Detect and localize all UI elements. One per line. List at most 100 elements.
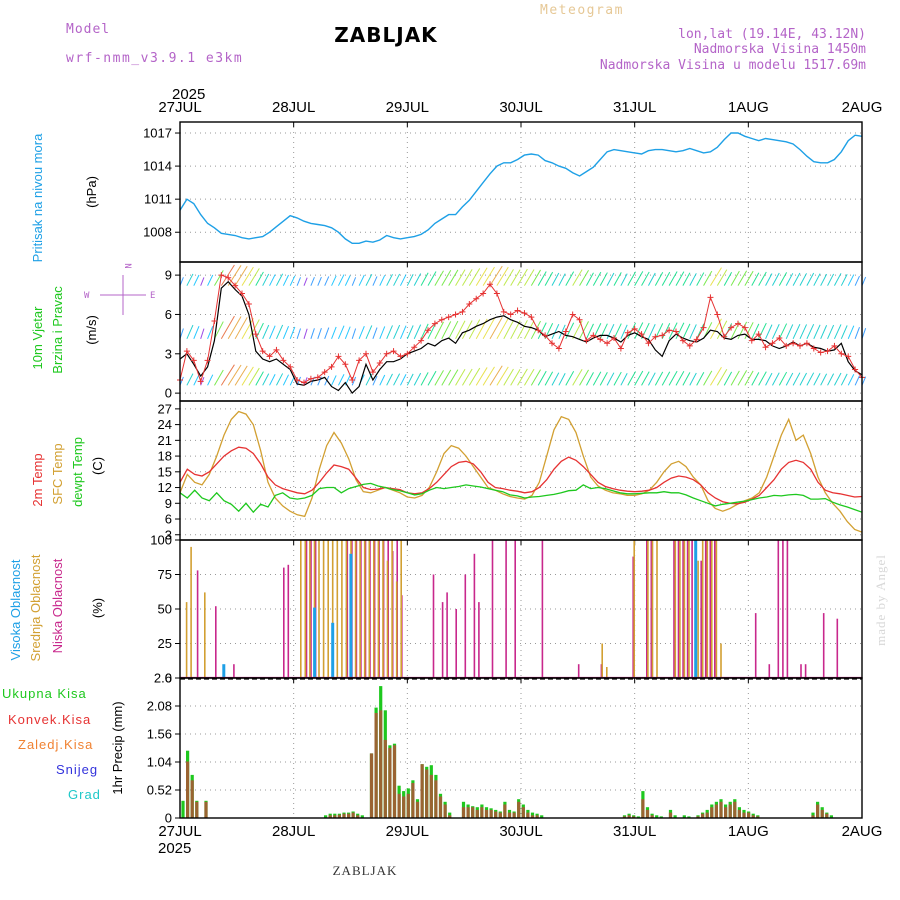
- wind-arrow: [661, 323, 671, 340]
- precip-conv-bar: [475, 809, 479, 818]
- wind-arrow: [427, 271, 437, 286]
- wind-gust-marker: [438, 316, 445, 323]
- y-tick-label: 24: [158, 417, 172, 432]
- precip-conv-bar: [820, 809, 824, 818]
- wind-arrow: [661, 371, 671, 386]
- wind-arrow: [827, 373, 835, 386]
- wind-arrow: [496, 366, 509, 386]
- wind-arrow: [489, 265, 503, 286]
- cloud-bar: [341, 540, 343, 678]
- wind-gust-marker: [507, 311, 514, 318]
- wind-arrow: [551, 272, 560, 286]
- wind-arrow: [441, 269, 452, 286]
- cloud-bar: [300, 540, 302, 678]
- wind-arrow: [275, 324, 284, 340]
- wind-arrow: [765, 273, 773, 286]
- wind-arrow: [675, 322, 685, 340]
- panel-frames: [179, 121, 863, 819]
- wind-gust-marker: [521, 310, 528, 317]
- wind-gust-marker: [686, 342, 693, 349]
- y-tick-label: 75: [158, 567, 172, 582]
- precip-conv-bar: [645, 809, 650, 818]
- precip-conv-bar: [402, 796, 406, 818]
- wind-gust-marker: [776, 335, 783, 342]
- wind-gust-marker: [383, 350, 390, 357]
- wind-arrow: [227, 316, 242, 340]
- y-tick-label: 25: [158, 636, 172, 651]
- wind-gust-marker: [617, 345, 624, 352]
- signature: made by Angel: [873, 554, 888, 646]
- wind-arrow: [310, 276, 315, 286]
- cloud-ylabel-rot-3: Niska Oblacnost: [50, 558, 65, 653]
- wind-arrow: [386, 373, 393, 386]
- precip-conv-bar: [466, 807, 470, 818]
- cloud-bar: [455, 609, 457, 678]
- wind-gust-marker: [259, 348, 266, 355]
- wind-arrow: [765, 324, 773, 340]
- cloud-bar: [215, 606, 217, 678]
- cloud-bar: [464, 574, 467, 678]
- legend-north: N: [122, 263, 132, 268]
- wind-arrow: [579, 321, 589, 340]
- date-label-top: 2AUG: [842, 99, 883, 116]
- precip-conv-bar: [379, 710, 383, 818]
- wind-arrow: [379, 275, 386, 286]
- precip-conv-bar: [356, 815, 360, 818]
- wind-arrow: [468, 319, 481, 340]
- wind-gust-marker: [631, 325, 638, 332]
- cloud-bar: [600, 664, 603, 678]
- wind-arrow: [262, 373, 270, 386]
- precip-total-bar: [540, 815, 544, 818]
- precip-conv-bar: [448, 815, 452, 818]
- cloud-bar: [768, 664, 771, 678]
- wind-arrow: [351, 376, 357, 386]
- precip-conv-bar: [484, 809, 489, 818]
- wind-gust-marker: [404, 350, 411, 357]
- wind-arrow: [806, 272, 815, 286]
- wind-arrow: [799, 324, 808, 340]
- precip-ylabel: 1hr Precip (mm): [110, 701, 125, 794]
- precip-conv-bar: [724, 807, 728, 818]
- wind-arrow: [186, 324, 194, 340]
- wind-arrow: [186, 373, 194, 386]
- wind-arrow: [317, 376, 322, 386]
- wind-gust-marker: [783, 342, 790, 349]
- precip-conv-bar: [526, 812, 530, 818]
- wind-arrow: [462, 269, 473, 286]
- wind-arrow: [716, 369, 728, 386]
- wind-arrow: [399, 373, 407, 386]
- wind-arrow: [289, 326, 296, 339]
- precip-legend-conv: Konvek.Kisa: [8, 712, 91, 727]
- wind-arrow: [572, 369, 583, 386]
- wind-arrow: [296, 328, 301, 339]
- precip-conv-bar: [719, 801, 723, 818]
- wind-gust-marker: [294, 377, 301, 384]
- precip-conv-bar: [443, 804, 447, 818]
- wind-arrow: [282, 374, 290, 386]
- wind-arrow: [806, 323, 815, 340]
- y-tick-label: 6: [165, 307, 172, 322]
- wind-gust-marker: [845, 353, 852, 360]
- wind-arrow: [772, 372, 780, 386]
- wind-arrow: [241, 366, 254, 386]
- wind-gust-marker: [418, 337, 425, 344]
- wind-arrow: [537, 322, 547, 340]
- wind-arrow: [723, 272, 733, 286]
- wind-gust-marker: [735, 320, 741, 327]
- wind-gust-marker: [659, 332, 666, 339]
- wind-arrow: [586, 372, 594, 386]
- wind-arrow: [214, 270, 224, 286]
- precip-conv-bar: [415, 801, 420, 818]
- wind-arrow: [276, 273, 284, 286]
- wind-gust-marker: [369, 369, 376, 376]
- wind-arrow: [751, 372, 760, 386]
- precip-total-bar: [829, 815, 833, 818]
- wind-arrow: [455, 320, 466, 340]
- wind-arrow: [386, 325, 393, 340]
- wind-gust-marker: [838, 350, 845, 357]
- y-tick-label: 9: [165, 268, 172, 283]
- wind-arrow: [834, 273, 842, 286]
- y-tick-label: 1008: [143, 225, 172, 240]
- wind-arrow: [207, 374, 214, 386]
- date-label-top: 30JUL: [499, 99, 542, 116]
